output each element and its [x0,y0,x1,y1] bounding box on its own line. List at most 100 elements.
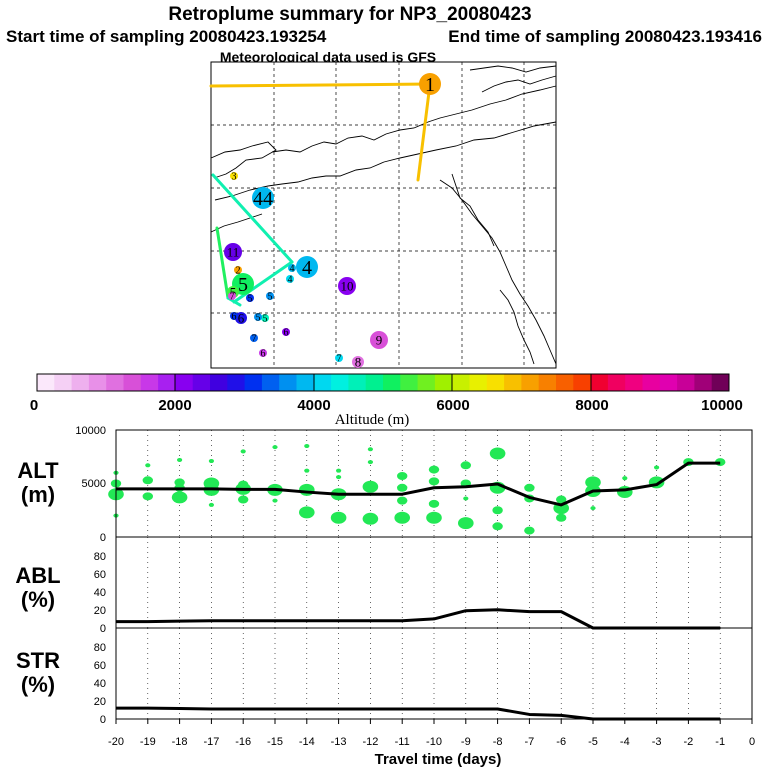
colorbar-axis-label: Altitude (m) [335,412,410,428]
day-marker-label: 4 [290,264,295,275]
day-marker-label: 6 [232,312,237,323]
abl-y-tick-label: 60 [94,569,106,581]
cluster-point [208,502,214,507]
cluster-point [397,496,408,505]
cluster-point [238,495,249,504]
colorbar-cell [694,374,713,391]
alt-panel-label: ALT [17,458,59,483]
day-marker-label: 3 [232,172,237,183]
x-tick-label: -18 [172,736,188,748]
abl-y-tick-label: 0 [100,623,106,635]
travel-time-axis: -20 -19 -18 -17 -16 -15 -14 -13 -12 -11 -10 -9 -8 -7-… [108,719,755,748]
cluster-point [145,463,151,468]
end-time-label: End time of sampling 20080423.193416 [448,27,762,46]
cluster-point [590,506,596,511]
colorbar-frame [36,373,730,392]
day-marker-label: 7 [230,292,235,303]
day-marker-label: 6 [284,328,289,339]
colorbar-cell [625,374,643,391]
cluster-point [362,512,379,525]
str-y-tick-label: 0 [100,714,106,726]
cluster-point [208,459,214,464]
colorbar-cell [365,374,384,391]
str-y-tick-label: 40 [94,678,106,690]
colorbar-cell [417,374,436,391]
day-marker-label: 2 [236,266,241,277]
cluster-point [460,461,471,470]
cluster-point [367,447,373,452]
day-marker-dot [234,266,242,274]
day-marker-dot [252,187,274,209]
day-marker-dot [254,313,262,321]
day-marker-dot [230,172,238,180]
cluster-point [367,460,373,465]
colorbar-cell [88,374,107,391]
day-marker-dot [335,354,343,362]
cluster-point [428,499,440,508]
cluster-point [397,483,408,492]
colorbar-cell [37,374,55,391]
day-marker-dot [370,331,388,349]
x-tick-label: -9 [461,736,471,748]
x-tick-label: -3 [652,736,662,748]
colorbar-cell [607,374,626,391]
day-marker-dot [224,243,242,261]
alt-y-tick-label: 10000 [75,425,106,437]
colorbar-cell [434,374,453,391]
cluster-point [556,495,567,504]
cluster-point [240,449,246,454]
x-tick-label: -16 [235,736,251,748]
abl-y-tick-label: 20 [94,605,106,617]
str-plot-content [116,628,721,721]
alt-plot-content [108,430,726,537]
x-tick-label: 0 [749,736,755,748]
alt-y-tick-label: 0 [100,532,106,544]
day-marker-label: 5 [230,285,237,300]
series-line [116,608,721,630]
x-tick-label: -13 [331,736,347,748]
colorbar-cell [711,374,730,391]
colorbar-tick-label: 2000 [158,397,191,414]
x-tick-label: -20 [108,736,124,748]
day-marker-label: 5 [238,274,248,296]
cluster-point [142,492,153,501]
colorbar-cell [279,374,297,391]
day-marker-label: 10 [341,279,354,294]
alt-y-tick-label: 5000 [82,478,106,490]
x-tick-label: -6 [556,736,566,748]
trajectory-segment [209,82,432,88]
start-time-label: Start time of sampling 20080423.193254 [6,27,327,46]
cluster-point [272,498,278,503]
cluster-point [336,468,342,473]
colorbar-cell [175,374,194,391]
cluster-point [492,506,503,515]
day-marker-dot [261,314,269,322]
colorbar-cell [313,374,332,391]
colorbar-cell [71,374,90,391]
cluster-point [397,472,408,481]
colorbar-tick-label: 4000 [297,397,330,414]
colorbar-cell [573,374,591,391]
cluster-point [556,513,567,522]
colorbar-cell [123,374,142,391]
colorbar-cell [642,374,661,391]
series-line [116,461,721,507]
abl-plot-content [116,537,721,630]
colorbar-cell [556,374,574,391]
colorbar-cell [192,374,211,391]
cluster-point [426,511,442,524]
day-marker-label: 7 [252,334,257,345]
cluster-point [171,491,188,504]
colorbar-cell [140,374,159,391]
altitude-panel: ALT (m) 0 5000 10000 [17,425,753,544]
colorbar-cell [452,374,470,391]
cluster-point [428,465,440,474]
day-marker-label: 4 [302,257,312,279]
day-marker-label: 9 [376,333,383,348]
x-tick-label: -11 [395,736,410,748]
colorbar-tick-label: 8000 [575,397,608,414]
cluster-point [299,506,315,519]
trajectory-segment [211,173,294,264]
